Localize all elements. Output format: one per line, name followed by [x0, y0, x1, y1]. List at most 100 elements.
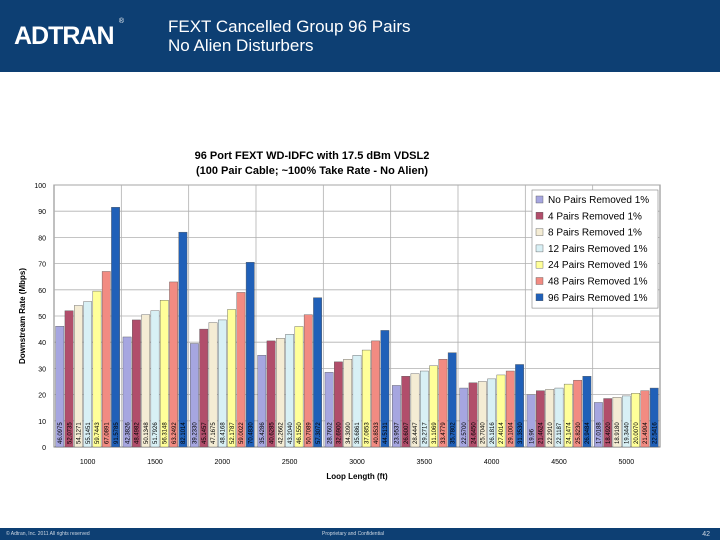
data-label: 24.6450 [471, 422, 477, 444]
bar-4-7 [563, 383, 573, 448]
data-label: 39.2330 [193, 422, 199, 444]
slide-title-line-1: FEXT Cancelled Group 96 Pairs [168, 17, 411, 36]
y-tick-label: 90 [38, 209, 46, 216]
data-label: 55.1451 [86, 422, 92, 444]
data-label: 44.5131 [383, 422, 389, 444]
bar-5-3 [303, 314, 313, 448]
data-label: 54.1271 [77, 422, 83, 444]
bar-1-7 [536, 390, 545, 448]
bar-4-2 [227, 309, 236, 448]
x-tick-label: 3000 [349, 459, 365, 466]
bar-1-3 [266, 340, 276, 448]
data-label: 21.4624 [539, 422, 545, 444]
data-label: 63.2492 [172, 422, 178, 444]
bar-6-5 [447, 352, 457, 448]
bar-2-1 [141, 314, 151, 448]
bar-3-8 [621, 395, 631, 448]
bar-6-0 [111, 207, 120, 448]
bar-3-5 [419, 370, 429, 448]
data-label: 48.4168 [221, 422, 227, 444]
data-label: 42.2662 [279, 422, 285, 444]
bar-6-8 [649, 387, 659, 448]
bar-4-0 [92, 290, 102, 448]
bar-4-4 [361, 349, 371, 448]
bar-2-6 [478, 381, 487, 448]
x-axis-label: Loop Length (ft) [326, 472, 388, 481]
x-tick-label: 3500 [417, 459, 433, 466]
data-label: 56.3148 [163, 422, 169, 444]
data-label: 26.1816 [490, 422, 496, 444]
bar-2-3 [276, 338, 285, 448]
bar-3-1 [150, 310, 160, 448]
data-label: 28.7602 [327, 422, 333, 444]
chart-title-line-2: (100 Pair Cable; ~100% Take Rate - No Al… [196, 165, 428, 177]
bar-0-8 [594, 402, 603, 448]
bar-chart: 96 Port FEXT WD-IDFC with 17.5 dBm VDSL2… [18, 150, 661, 481]
bar-3-4 [352, 355, 362, 448]
bar-6-3 [313, 297, 322, 448]
data-label: 57.3072 [316, 422, 322, 444]
bar-0-6 [459, 387, 469, 448]
chart-container: 96 Port FEXT WD-IDFC with 17.5 dBm VDSL2… [0, 140, 720, 485]
bar-2-7 [545, 389, 555, 448]
page-number: 42 [702, 531, 710, 538]
data-label: 52.0735 [67, 422, 73, 444]
legend-label: 8 Pairs Removed 1% [548, 228, 642, 239]
data-label: 46.1550 [297, 422, 303, 444]
bar-1-2 [199, 328, 209, 448]
y-tick-label: 0 [42, 445, 46, 452]
y-tick-label: 70 [38, 262, 46, 269]
data-label: 42.3826 [125, 422, 131, 444]
data-label: 40.6285 [269, 422, 275, 444]
data-label: 24.1474 [567, 422, 573, 444]
legend-swatch [535, 260, 544, 269]
data-label: 25.8230 [576, 422, 582, 444]
data-label: 45.1457 [202, 422, 208, 444]
data-label: 22.1187 [557, 422, 563, 444]
data-label: 59.0022 [239, 422, 245, 444]
y-tick-label: 20 [38, 393, 46, 400]
bar-4-8 [631, 393, 640, 448]
data-label: 20.0070 [634, 422, 640, 444]
data-label: 82.1014 [181, 422, 187, 444]
legend-swatch [535, 293, 544, 302]
data-label: 26.9484 [585, 422, 591, 444]
x-tick-label: 5000 [619, 459, 635, 466]
x-tick-label: 1500 [147, 459, 163, 466]
y-tick-label: 40 [38, 340, 46, 347]
x-tick-label: 4500 [551, 459, 567, 466]
bar-2-5 [410, 373, 420, 448]
bar-5-5 [438, 359, 448, 448]
data-label: 32.6900 [337, 422, 343, 444]
x-tick-label: 1000 [80, 459, 96, 466]
x-tick-label: 4000 [484, 459, 500, 466]
data-label: 52.1787 [230, 422, 236, 444]
y-tick-label: 50 [38, 314, 46, 321]
legend-label: No Pairs Removed 1% [548, 195, 649, 206]
bar-5-7 [573, 379, 582, 448]
bar-0-4 [324, 372, 334, 448]
data-label: 70.4830 [248, 422, 254, 444]
bar-3-6 [487, 378, 497, 448]
bar-2-2 [208, 322, 218, 448]
bar-1-6 [468, 382, 478, 448]
bar-5-1 [169, 281, 178, 448]
bar-4-6 [496, 374, 506, 448]
data-label: 28.4447 [413, 422, 419, 444]
y-tick-label: 100 [34, 183, 46, 190]
data-label: 59.7443 [95, 422, 101, 444]
legend-swatch [535, 277, 544, 285]
bar-4-1 [159, 300, 169, 448]
bar-2-8 [612, 397, 622, 448]
data-label: 34.3090 [346, 422, 352, 444]
data-label: 27.4014 [499, 422, 505, 444]
data-label: 31.3530 [518, 422, 524, 444]
bar-6-1 [178, 231, 188, 448]
legend-swatch [535, 244, 544, 253]
legend-swatch [535, 195, 544, 204]
registered-mark: ® [118, 18, 124, 25]
bar-1-8 [603, 398, 613, 448]
bar-1-0 [64, 310, 74, 448]
data-label: 29.1004 [508, 422, 514, 444]
data-label: 25.7040 [481, 422, 487, 444]
